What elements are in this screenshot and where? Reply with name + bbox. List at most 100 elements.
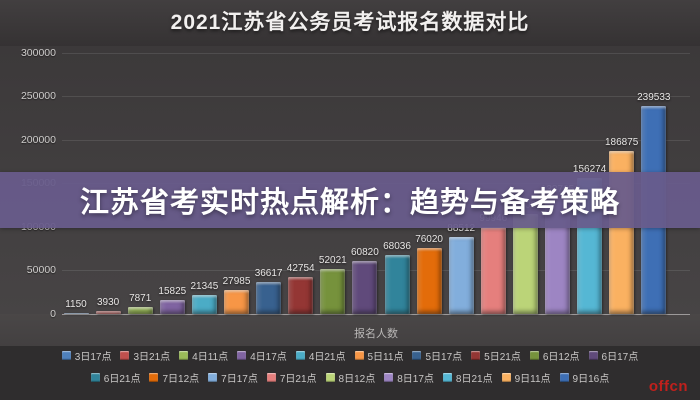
legend-swatch-icon xyxy=(501,373,511,382)
legend-label: 8日17点 xyxy=(397,374,434,385)
legend-label: 5日11点 xyxy=(367,352,404,363)
legend-background xyxy=(0,346,700,400)
legend-label: 9日16点 xyxy=(572,374,610,385)
bar-3日21点 xyxy=(95,310,121,314)
bar-6日17点 xyxy=(352,261,378,314)
legend-item-5日11点: 5日11点 xyxy=(354,348,404,363)
legend-swatch-icon xyxy=(325,373,335,382)
legend-label: 4日21点 xyxy=(308,352,346,363)
legend-item-7日17点: 7日17点 xyxy=(208,370,258,385)
bar-value-label: 186875 xyxy=(605,137,639,149)
bar-value-label: 27985 xyxy=(222,275,251,287)
legend-item-6日12点: 6日12点 xyxy=(529,348,580,363)
bar-value-label: 239533 xyxy=(637,91,671,103)
bar-value-label: 21345 xyxy=(190,281,219,293)
bar-value-label: 76020 xyxy=(415,233,443,245)
legend-item-9日16点: 9日16点 xyxy=(559,370,610,385)
legend-swatch-icon xyxy=(471,351,481,360)
legend-label: 6日21点 xyxy=(103,374,141,385)
bar-7日12点 xyxy=(416,247,442,314)
legend-swatch-icon xyxy=(559,373,569,382)
legend-label: 4日11点 xyxy=(192,352,229,363)
legend-item-4日11点: 4日11点 xyxy=(179,348,228,363)
legend-item-3日17点: 3日17点 xyxy=(61,348,112,363)
bar-value-label: 42754 xyxy=(286,262,315,274)
bar-7日21点 xyxy=(480,227,506,314)
legend-item-6日21点: 6日21点 xyxy=(90,370,141,385)
gridline xyxy=(62,96,690,97)
bar-value-label: 60820 xyxy=(350,247,379,259)
y-tick-label: 200000 xyxy=(20,133,56,146)
legend-swatch-icon xyxy=(208,373,218,382)
gridline xyxy=(62,52,690,54)
legend-item-7日21点: 7日21点 xyxy=(266,370,317,385)
legend-item-8日17点: 8日17点 xyxy=(384,370,434,385)
bar-value-label: 88512 xyxy=(447,222,476,234)
legend-swatch-icon xyxy=(295,351,305,360)
x-axis-label: 报名人数 xyxy=(354,328,398,340)
legend-item-8日12点: 8日12点 xyxy=(325,370,375,385)
bar-value-label: 1150 xyxy=(65,298,87,310)
legend-item-8日21点: 8日21点 xyxy=(442,370,493,385)
legend-row-2: 6日21点 7日12点 7日17点 7日21点 8日12点 8日17点 8日21点 9日11点… xyxy=(0,370,700,385)
bar-5日21点 xyxy=(288,276,314,314)
legend-label: 8日21点 xyxy=(455,374,493,385)
legend-swatch-icon xyxy=(120,351,130,360)
y-tick-label: 50000 xyxy=(26,264,56,276)
legend-label: 7日12点 xyxy=(162,374,200,385)
legend-swatch-icon xyxy=(90,373,100,382)
bar-3日17点 xyxy=(63,312,89,314)
bar-value-label: 36617 xyxy=(254,268,283,280)
x-axis-strip xyxy=(0,314,700,346)
bar-4日21点 xyxy=(191,295,217,314)
legend-item-7日12点: 7日12点 xyxy=(149,370,199,385)
y-tick-label: 0 xyxy=(50,307,56,320)
legend-label: 6日12点 xyxy=(542,352,580,363)
x-axis-line xyxy=(62,313,690,315)
legend-swatch-icon xyxy=(588,351,598,360)
bar-4日17点 xyxy=(159,300,185,314)
legend-swatch-icon xyxy=(529,351,539,360)
legend-item-6日17点: 6日17点 xyxy=(588,348,639,363)
legend-label: 5日21点 xyxy=(484,352,521,363)
offcn-watermark: offcn xyxy=(648,378,688,395)
bar-value-label: 156274 xyxy=(572,164,607,176)
legend-item-4日17点: 4日17点 xyxy=(237,348,287,363)
legend-swatch-icon xyxy=(149,373,159,382)
headline-text: 江苏省考实时热点解析：趋势与备考策略 xyxy=(79,187,620,219)
chart-title-bar: 2021江苏省公务员考试报名数据对比 xyxy=(0,0,700,46)
bar-4日11点 xyxy=(127,307,153,314)
bar-value-label: 3930 xyxy=(96,296,120,308)
legend-label: 3日17点 xyxy=(74,352,112,363)
legend-item-9日11点: 9日11点 xyxy=(501,370,551,385)
legend-swatch-icon xyxy=(237,351,247,360)
legend-swatch-icon xyxy=(179,351,189,360)
y-tick-label: 300000 xyxy=(20,46,56,59)
bar-value-label: 68036 xyxy=(383,240,411,252)
legend-item-3日21点: 3日21点 xyxy=(120,348,170,363)
legend-item-4日21点: 4日21点 xyxy=(295,348,346,363)
legend-swatch-icon xyxy=(61,351,71,360)
legend-label: 3日21点 xyxy=(133,352,171,363)
legend-label: 7日17点 xyxy=(221,374,258,385)
legend-label: 6日17点 xyxy=(601,352,639,363)
chart-title: 2021江苏省公务员考试报名数据对比 xyxy=(170,11,530,34)
legend-swatch-icon xyxy=(266,373,276,382)
headline-banner: 江苏省考实时热点解析：趋势与备考策略 xyxy=(0,172,700,228)
legend-label: 4日17点 xyxy=(250,352,287,363)
bar-8日12点 xyxy=(512,213,538,314)
legend-swatch-icon xyxy=(354,351,364,360)
legend-item-5日21点: 5日21点 xyxy=(471,348,521,363)
gridline xyxy=(62,139,690,141)
legend-label: 5日17点 xyxy=(425,352,463,363)
legend-label: 9日11点 xyxy=(514,374,551,385)
y-tick-label: 250000 xyxy=(20,90,56,102)
legend-swatch-icon xyxy=(384,373,394,382)
bar-5日17点 xyxy=(256,282,282,314)
bar-value-label: 52021 xyxy=(318,254,347,266)
bar-6日12点 xyxy=(320,268,346,314)
bar-value-label: 7871 xyxy=(129,293,152,305)
legend-swatch-icon xyxy=(442,373,452,382)
bar-6日21点 xyxy=(384,254,410,314)
